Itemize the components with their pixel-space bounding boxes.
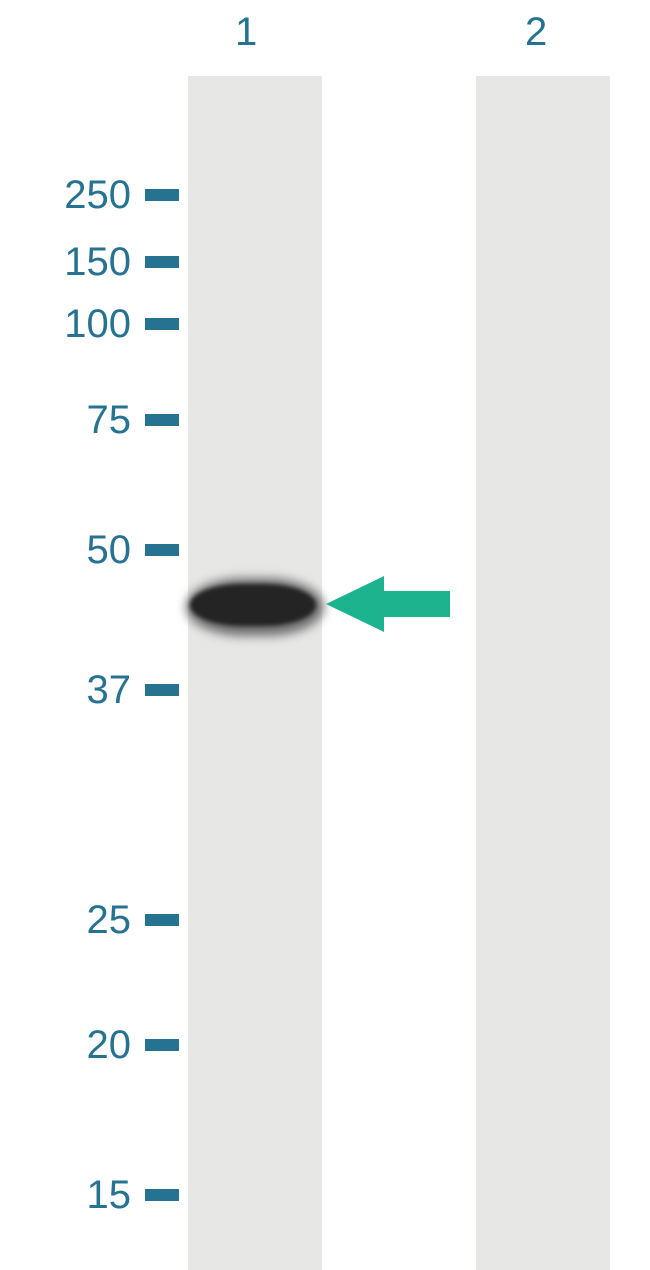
blot-figure: 1 2 250 150 100 75 50 37 25 20 15 [0,0,650,1270]
mw-marker-value: 250 [0,173,131,218]
mw-marker-value: 25 [0,898,131,943]
mw-marker-dash [145,544,179,556]
mw-marker-dash [145,256,179,268]
mw-marker-dash [145,318,179,330]
mw-marker: 37 [0,666,179,714]
mw-marker-dash [145,684,179,696]
lane-2-label: 2 [525,10,547,55]
arrow-left-icon [326,576,384,632]
mw-marker-dash [145,1039,179,1051]
arrow-shaft [384,591,450,617]
lane-1 [188,76,322,1270]
mw-marker-dash [145,189,179,201]
mw-marker: 20 [0,1021,179,1069]
mw-marker-value: 37 [0,668,131,713]
mw-marker-value: 75 [0,398,131,443]
protein-band [190,584,316,626]
mw-marker: 25 [0,896,179,944]
mw-marker-dash [145,1189,179,1201]
mw-marker: 50 [0,526,179,574]
lane-2 [476,76,610,1270]
mw-marker: 75 [0,396,179,444]
mw-marker-value: 20 [0,1023,131,1068]
mw-marker-dash [145,914,179,926]
mw-marker: 15 [0,1171,179,1219]
mw-marker-value: 15 [0,1173,131,1218]
mw-marker: 150 [0,238,179,286]
mw-marker-value: 150 [0,240,131,285]
mw-marker-value: 50 [0,528,131,573]
mw-marker: 250 [0,171,179,219]
mw-marker: 100 [0,300,179,348]
mw-marker-dash [145,414,179,426]
lane-1-label: 1 [235,10,257,55]
mw-marker-value: 100 [0,302,131,347]
